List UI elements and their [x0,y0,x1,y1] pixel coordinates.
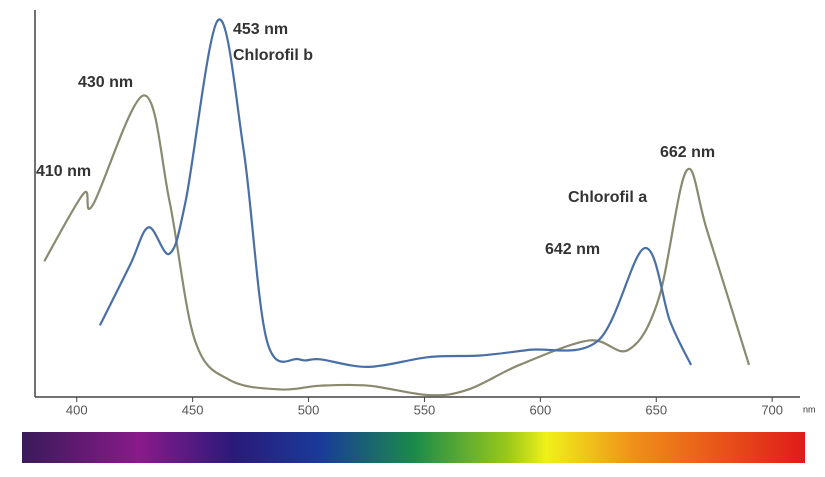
annotation: 453 nm [233,21,288,38]
annotation: 430 nm [78,74,133,91]
line [98,18,693,368]
spectrum-bar [22,432,805,463]
annotation: 410 nm [36,163,91,180]
annotation: Chlorofil a [568,189,647,206]
x-tick-label: 400 [66,402,88,417]
line [43,94,751,397]
x-unit: nm [803,404,816,414]
annotation: Chlorofil b [233,47,313,64]
x-tick-label: 700 [761,402,783,417]
x-tick-label: 450 [182,402,204,417]
annotation: 662 nm [660,144,715,161]
x-tick-label: 500 [298,402,320,417]
x-tick-label: 650 [645,402,667,417]
x-tick-label: 600 [530,402,552,417]
annotation: 642 nm [545,241,600,258]
x-tick-label: 550 [414,402,436,417]
